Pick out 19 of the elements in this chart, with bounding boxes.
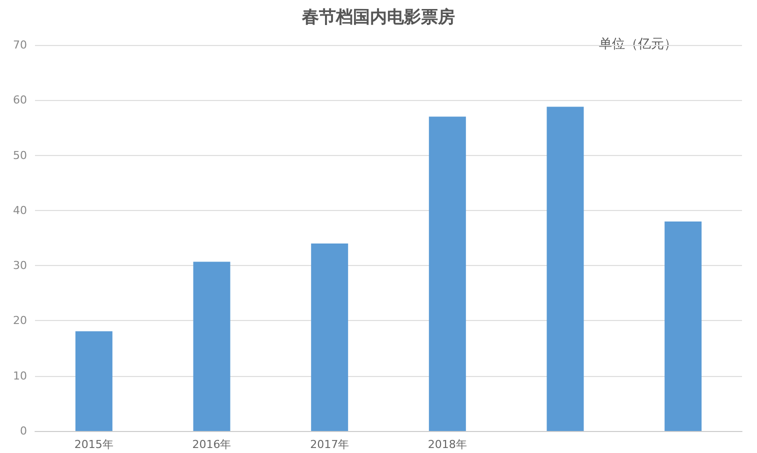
- y-tick-label: 40: [13, 204, 27, 217]
- y-tick-label: 70: [13, 38, 27, 52]
- x-tick-label: 2016年: [192, 438, 232, 451]
- bar: [428, 116, 466, 431]
- y-tick-label: 50: [13, 148, 27, 162]
- bar: [75, 331, 112, 431]
- bar: [193, 262, 230, 431]
- bar: [546, 106, 584, 431]
- y-tick-label: 60: [13, 94, 27, 107]
- x-tick-label: 2018年: [428, 438, 467, 451]
- bar: [311, 244, 348, 431]
- x-tick-label: 2017年: [310, 438, 350, 451]
- y-tick-label: 10: [13, 369, 27, 382]
- y-tick-label: 0: [20, 424, 27, 438]
- y-tick-label: 20: [13, 314, 27, 328]
- y-tick-label: 30: [13, 259, 27, 272]
- bar: [664, 221, 702, 431]
- chart-title: 春节档国内电影票房: [301, 8, 455, 28]
- x-tick-label: 2015年: [74, 438, 114, 451]
